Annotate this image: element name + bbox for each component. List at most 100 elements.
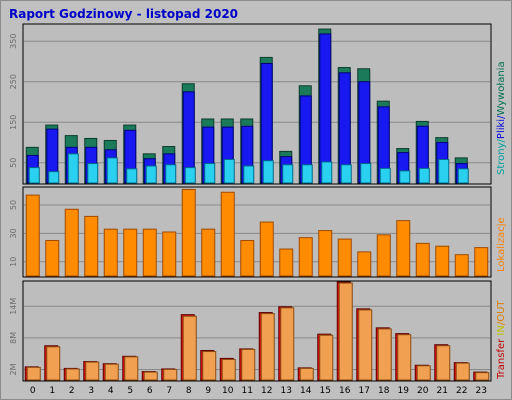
bar-lokalizacje (357, 251, 372, 277)
x-tick-label: 11 (242, 386, 253, 396)
y-tick-label: 50 (9, 200, 18, 210)
bar-strony (262, 160, 274, 184)
bar-strony (165, 164, 177, 184)
side-label-strony: Strony (496, 142, 507, 175)
bar-lokalizacje (259, 221, 274, 277)
y-tick-label: 50 (9, 158, 18, 168)
bar-transfer-out (436, 345, 451, 381)
bar-strony (282, 164, 294, 184)
bar-transfer-out (143, 371, 158, 381)
side-label-pliki: Pliki (496, 119, 507, 139)
x-tick-label: 3 (88, 386, 94, 396)
bar-lokalizacje (376, 234, 391, 277)
bar-strony (145, 165, 157, 184)
bar-strony (457, 168, 469, 184)
bar-strony (67, 153, 79, 184)
bar-strony (106, 157, 118, 184)
bar-lokalizacje (181, 188, 196, 277)
bar-transfer-out (280, 307, 295, 381)
bar-pliki (319, 33, 332, 184)
bar-lokalizacje (298, 237, 313, 277)
bar-transfer-out (163, 368, 178, 381)
bar-lokalizacje (240, 240, 255, 277)
bar-strony (87, 163, 99, 184)
bar-transfer-out (455, 362, 470, 381)
bar-strony (184, 167, 196, 184)
bar-strony (321, 161, 333, 184)
bar-transfer-out (319, 334, 334, 381)
x-tick-label: 1 (49, 386, 55, 396)
y-tick-label: 2M (9, 363, 18, 375)
bar-strony (438, 159, 450, 184)
x-tick-label: 9 (205, 386, 211, 396)
x-tick-label: 10 (222, 386, 234, 396)
chart-title: Raport Godzinowy - listopad 2020 (9, 7, 238, 21)
x-tick-label: 18 (378, 386, 390, 396)
side-label-requests: Strony/Pliki/Wywołania (496, 61, 507, 175)
bar-lokalizacje (25, 194, 40, 277)
bar-transfer-out (260, 313, 275, 381)
side-label-wyw: Wywołania (496, 61, 507, 115)
y-tick-label: 150 (9, 115, 18, 130)
bar-lokalizacje (435, 245, 450, 277)
x-tick-label: 21 (437, 386, 448, 396)
y-tick-label: 8M (9, 332, 18, 344)
x-tick-label: 5 (127, 386, 133, 396)
side-label-tsep2: / (496, 321, 507, 325)
x-tick-label: 6 (147, 386, 153, 396)
x-tick-label: 16 (339, 386, 351, 396)
bar-strony (126, 168, 138, 184)
x-tick-label: 15 (320, 386, 331, 396)
y-tick-label: 350 (9, 34, 18, 49)
bar-lokalizacje (454, 254, 469, 277)
bar-lokalizacje (84, 215, 99, 277)
bar-transfer-out (65, 368, 80, 381)
bar-transfer-out (104, 363, 119, 381)
bar-lokalizacje (396, 220, 411, 277)
bar-lokalizacje (142, 228, 157, 277)
bar-transfer-out (46, 346, 61, 381)
x-tick-label: 17 (359, 386, 370, 396)
x-tick-label: 8 (186, 386, 192, 396)
bar-strony (301, 164, 313, 184)
side-label-out: OUT (496, 300, 507, 322)
x-tick-label: 13 (281, 386, 292, 396)
y-tick-label: 250 (9, 74, 18, 89)
x-tick-label: 23 (476, 386, 487, 396)
y-tick-label: 30 (9, 228, 18, 238)
bar-transfer-out (338, 282, 353, 381)
bar-strony (418, 167, 430, 184)
bar-transfer-out (124, 356, 139, 381)
bar-transfer-out (397, 334, 412, 381)
side-label-transfer: Transfer (496, 338, 507, 380)
x-tick-label: 2 (69, 386, 75, 396)
bar-strony (223, 159, 235, 184)
bar-transfer-out (85, 361, 100, 381)
bar-strony (204, 163, 216, 184)
bar-strony (243, 165, 255, 184)
side-label-sep2: / (496, 115, 507, 119)
x-tick-label: 7 (166, 386, 172, 396)
side-label-transfer-group: Transfer IN/OUT (496, 300, 507, 380)
panel-transfer (22, 280, 492, 382)
bar-transfer-out (416, 365, 431, 381)
bar-lokalizacje (201, 228, 216, 277)
side-label-lok: Lokalizacje (496, 217, 507, 272)
x-tick-label: 0 (30, 386, 36, 396)
bar-lokalizacje (415, 242, 430, 277)
bar-lokalizacje (220, 191, 235, 277)
bar-strony (340, 164, 352, 184)
bar-lokalizacje (162, 231, 177, 277)
x-tick-label: 19 (398, 386, 410, 396)
panel-requests (22, 23, 492, 185)
y-tick-label: 10 (9, 257, 18, 267)
bar-strony (360, 163, 372, 184)
bar-transfer-out (241, 348, 256, 381)
bar-lokalizacje (318, 230, 333, 277)
bar-transfer-out (202, 351, 217, 381)
bar-transfer-out (377, 328, 392, 381)
side-label-in: IN (496, 325, 507, 335)
x-tick-label: 4 (108, 386, 114, 396)
bar-strony (399, 170, 411, 184)
